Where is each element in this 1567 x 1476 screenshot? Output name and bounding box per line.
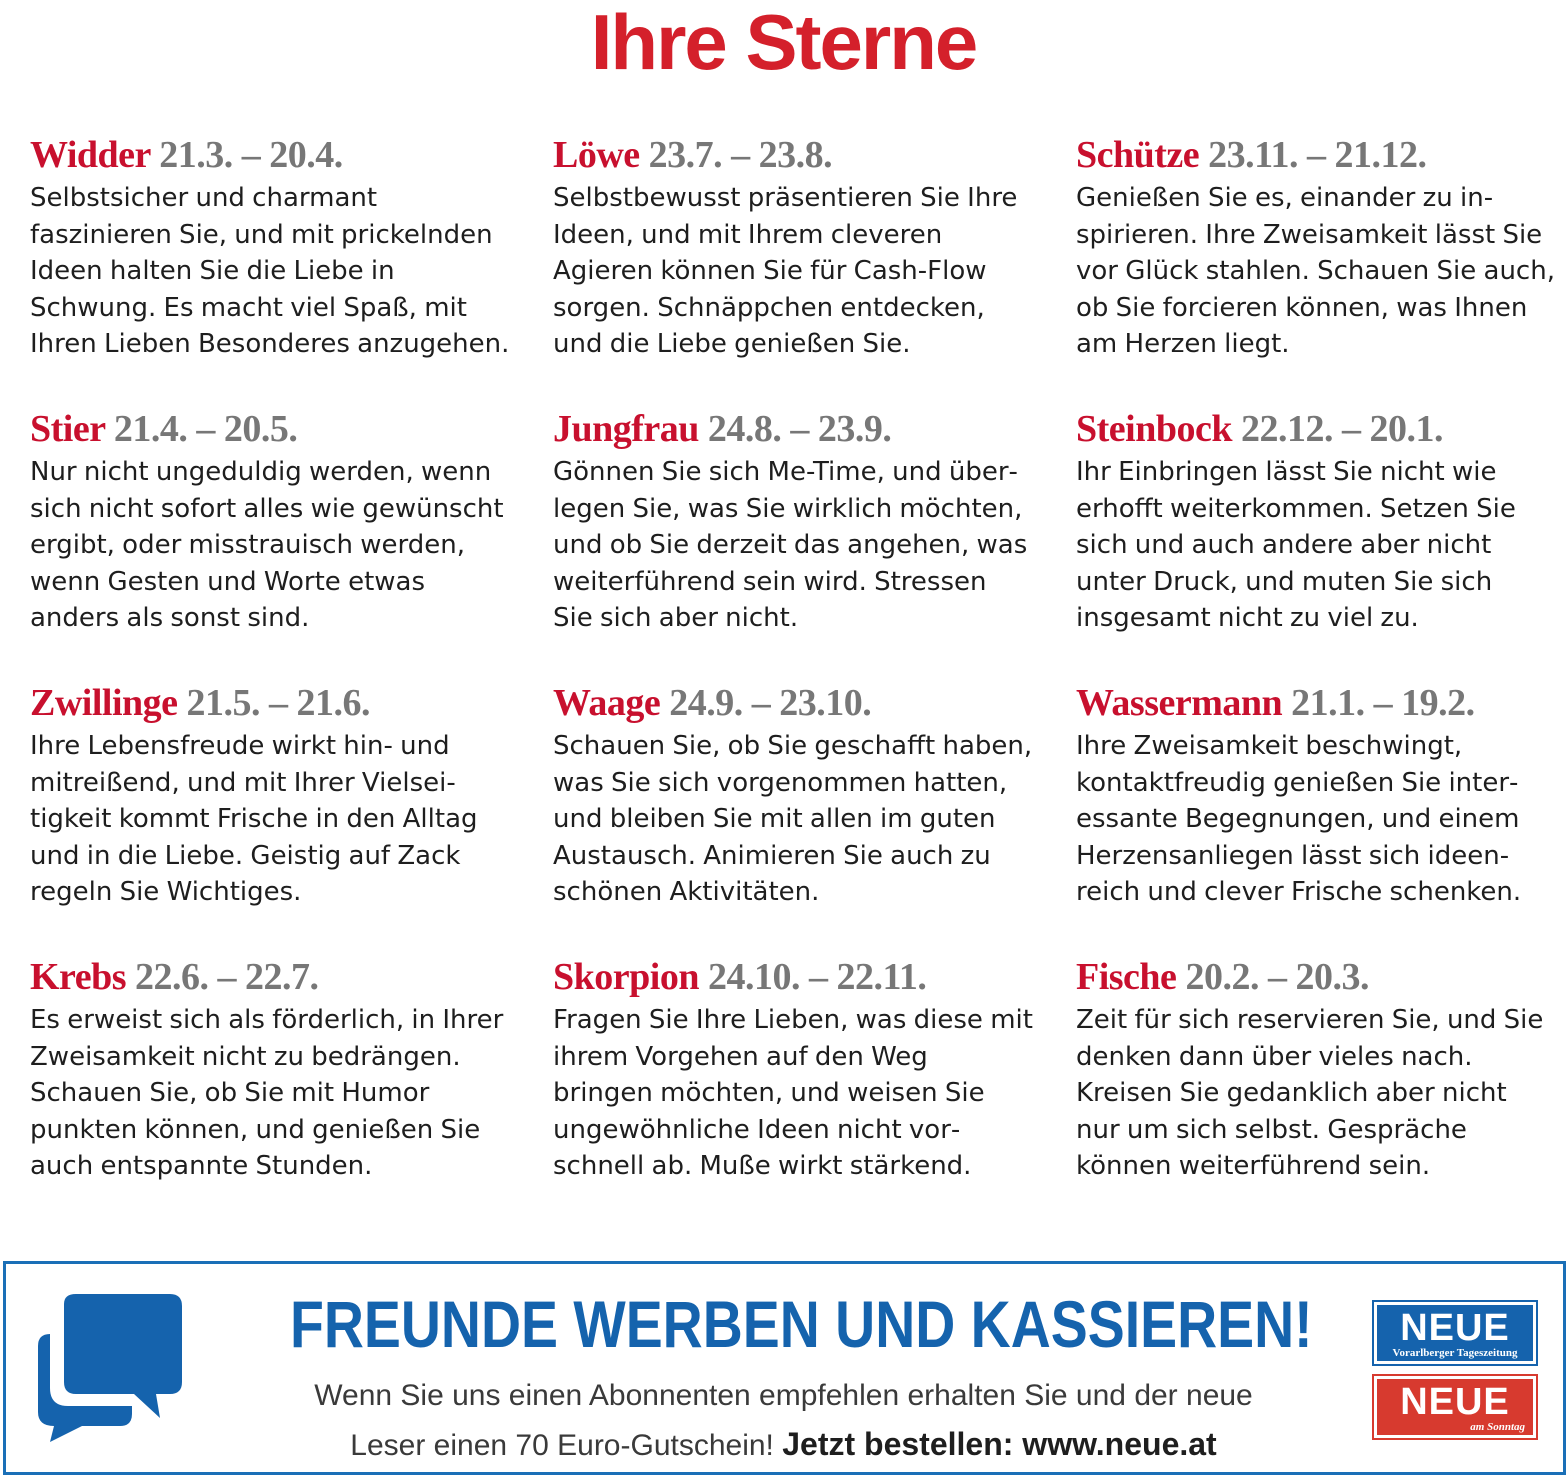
sign-text: Genießen Sie es, einander zu in­spiriere… — [1076, 183, 1555, 359]
sign-schuetze: Schütze 23.11. – 21.12. Genießen Sie es,… — [1076, 130, 1560, 404]
sign-heading: Stier 21.4. – 20.5. — [30, 404, 553, 454]
promo-cta-link[interactable]: Jetzt bestellen: www.neue.at — [782, 1426, 1217, 1462]
sign-text: Selbstsicher und charmant faszinieren Si… — [30, 183, 510, 359]
sign-dates: 23.7. – 23.8. — [648, 134, 833, 176]
chat-bubbles-icon — [38, 1294, 182, 1442]
sign-text: Schauen Sie, ob Sie geschafft haben, was… — [553, 731, 1033, 907]
promo-line-2-text: Leser einen 70 Euro-Gutschein! — [350, 1429, 774, 1462]
sign-heading: Krebs 22.6. – 22.7. — [30, 952, 553, 1002]
sign-text: Fragen Sie Ihre Lieben, was diese mit ih… — [553, 1005, 1033, 1181]
sign-name: Krebs — [30, 956, 127, 998]
sign-heading: Löwe 23.7. – 23.8. — [553, 130, 1076, 180]
sign-text: Ihre Zweisamkeit beschwingt, kontaktfreu… — [1076, 731, 1522, 907]
sign-name: Zwillinge — [30, 682, 178, 724]
sign-heading: Schütze 23.11. – 21.12. — [1076, 130, 1560, 180]
logo-subtitle: Vorarlberger Tageszeitung — [1392, 1347, 1518, 1359]
sign-dates: 21.4. – 20.5. — [113, 408, 298, 450]
sign-name: Widder — [30, 134, 151, 176]
sign-jungfrau: Jungfrau 24.8. – 23.9. Gönnen Sie sich M… — [553, 404, 1076, 678]
sign-heading: Zwillinge 21.5. – 21.6. — [30, 678, 553, 728]
sign-name: Fische — [1076, 956, 1177, 998]
sign-dates: 21.3. – 20.4. — [159, 134, 343, 176]
sign-zwillinge: Zwillinge 21.5. – 21.6. Ihre Lebensfreud… — [30, 678, 553, 952]
logo-subtitle: am Sonntag — [1470, 1421, 1525, 1433]
sign-name: Jungfrau — [553, 408, 699, 450]
sign-steinbock: Steinbock 22.12. – 20.1. Ihr Einbringen … — [1076, 404, 1560, 678]
sign-wassermann: Wassermann 21.1. – 19.2. Ihre Zweisamkei… — [1076, 678, 1560, 952]
sign-name: Steinbock — [1076, 408, 1232, 450]
horoscope-grid: Widder 21.3. – 20.4. Selbstsicher und ch… — [30, 130, 1560, 1226]
sign-heading: Fische 20.2. – 20.3. — [1076, 952, 1560, 1002]
sign-dates: 24.9. – 23.10. — [669, 682, 872, 724]
sign-text: Zeit für sich reservieren Sie, und Sie d… — [1076, 1005, 1544, 1181]
sign-text: Nur nicht ungeduldig werden, wenn sich n… — [30, 457, 504, 633]
sign-dates: 21.5. – 21.6. — [186, 682, 371, 724]
sign-heading: Widder 21.3. – 20.4. — [30, 130, 553, 180]
sign-name: Skorpion — [553, 956, 699, 998]
sign-dates: 22.6. – 22.7. — [135, 956, 319, 998]
sign-dates: 20.2. – 20.3. — [1185, 956, 1369, 998]
sign-name: Waage — [553, 682, 661, 724]
neue-am-sonntag-logo: NEUE am Sonntag — [1372, 1374, 1538, 1440]
sign-stier: Stier 21.4. – 20.5. Nur nicht ungeduldig… — [30, 404, 553, 678]
sign-heading: Wassermann 21.1. – 19.2. — [1076, 678, 1560, 728]
logo-word: NEUE — [1400, 1307, 1510, 1349]
sign-skorpion: Skorpion 24.10. – 22.11. Fragen Sie Ihre… — [553, 952, 1076, 1226]
sign-waage: Waage 24.9. – 23.10. Schauen Sie, ob Sie… — [553, 678, 1076, 952]
neue-logo: NEUE Vorarlberger Tageszeitung — [1372, 1300, 1538, 1366]
sign-krebs: Krebs 22.6. – 22.7. Es erweist sich als … — [30, 952, 553, 1226]
sign-text: Ihre Lebensfreude wirkt hin- und mitreiß… — [30, 731, 478, 907]
promo-headline: FREUNDE WERBEN UND KASSIEREN! — [290, 1287, 1313, 1361]
sign-text: Gönnen Sie sich Me-Time, und über­legen … — [553, 457, 1028, 633]
sign-name: Wassermann — [1076, 682, 1283, 724]
sign-loewe: Löwe 23.7. – 23.8. Selbstbewusst präsent… — [553, 130, 1076, 404]
sign-dates: 24.10. – 22.11. — [707, 956, 927, 998]
sign-name: Stier — [30, 408, 105, 450]
sign-dates: 22.12. – 20.1. — [1240, 408, 1444, 450]
promo-line-2: Leser einen 70 Euro-Gutschein! Jetzt bes… — [206, 1420, 1361, 1470]
sign-heading: Waage 24.9. – 23.10. — [553, 678, 1076, 728]
promo-text: Wenn Sie uns einen Abonnenten empfehlen … — [206, 1372, 1361, 1470]
promo-banner[interactable]: FREUNDE WERBEN UND KASSIEREN! Wenn Sie u… — [3, 1261, 1566, 1475]
sign-widder: Widder 21.3. – 20.4. Selbstsicher und ch… — [30, 130, 553, 404]
sign-dates: 23.11. – 21.12. — [1208, 134, 1427, 176]
sign-text: Selbstbewusst präsentieren Sie Ihre Idee… — [553, 183, 1018, 359]
sign-heading: Jungfrau 24.8. – 23.9. — [553, 404, 1076, 454]
sign-heading: Skorpion 24.10. – 22.11. — [553, 952, 1076, 1002]
sign-dates: 24.8. – 23.9. — [707, 408, 892, 450]
page-title: Ihre Sterne — [590, 0, 978, 86]
sign-text: Es erweist sich als förderlich, in Ihrer… — [30, 1005, 504, 1181]
sign-heading: Steinbock 22.12. – 20.1. — [1076, 404, 1560, 454]
logo-word: NEUE — [1400, 1381, 1510, 1423]
sign-name: Schütze — [1076, 134, 1200, 176]
sign-fische: Fische 20.2. – 20.3. Zeit für sich reser… — [1076, 952, 1560, 1226]
sign-name: Löwe — [553, 134, 640, 176]
promo-line-1: Wenn Sie uns einen Abonnenten empfehlen … — [314, 1379, 1253, 1412]
sign-text: Ihr Einbringen lässt Sie nicht wie erhof… — [1076, 457, 1516, 633]
sign-dates: 21.1. – 19.2. — [1291, 682, 1475, 724]
